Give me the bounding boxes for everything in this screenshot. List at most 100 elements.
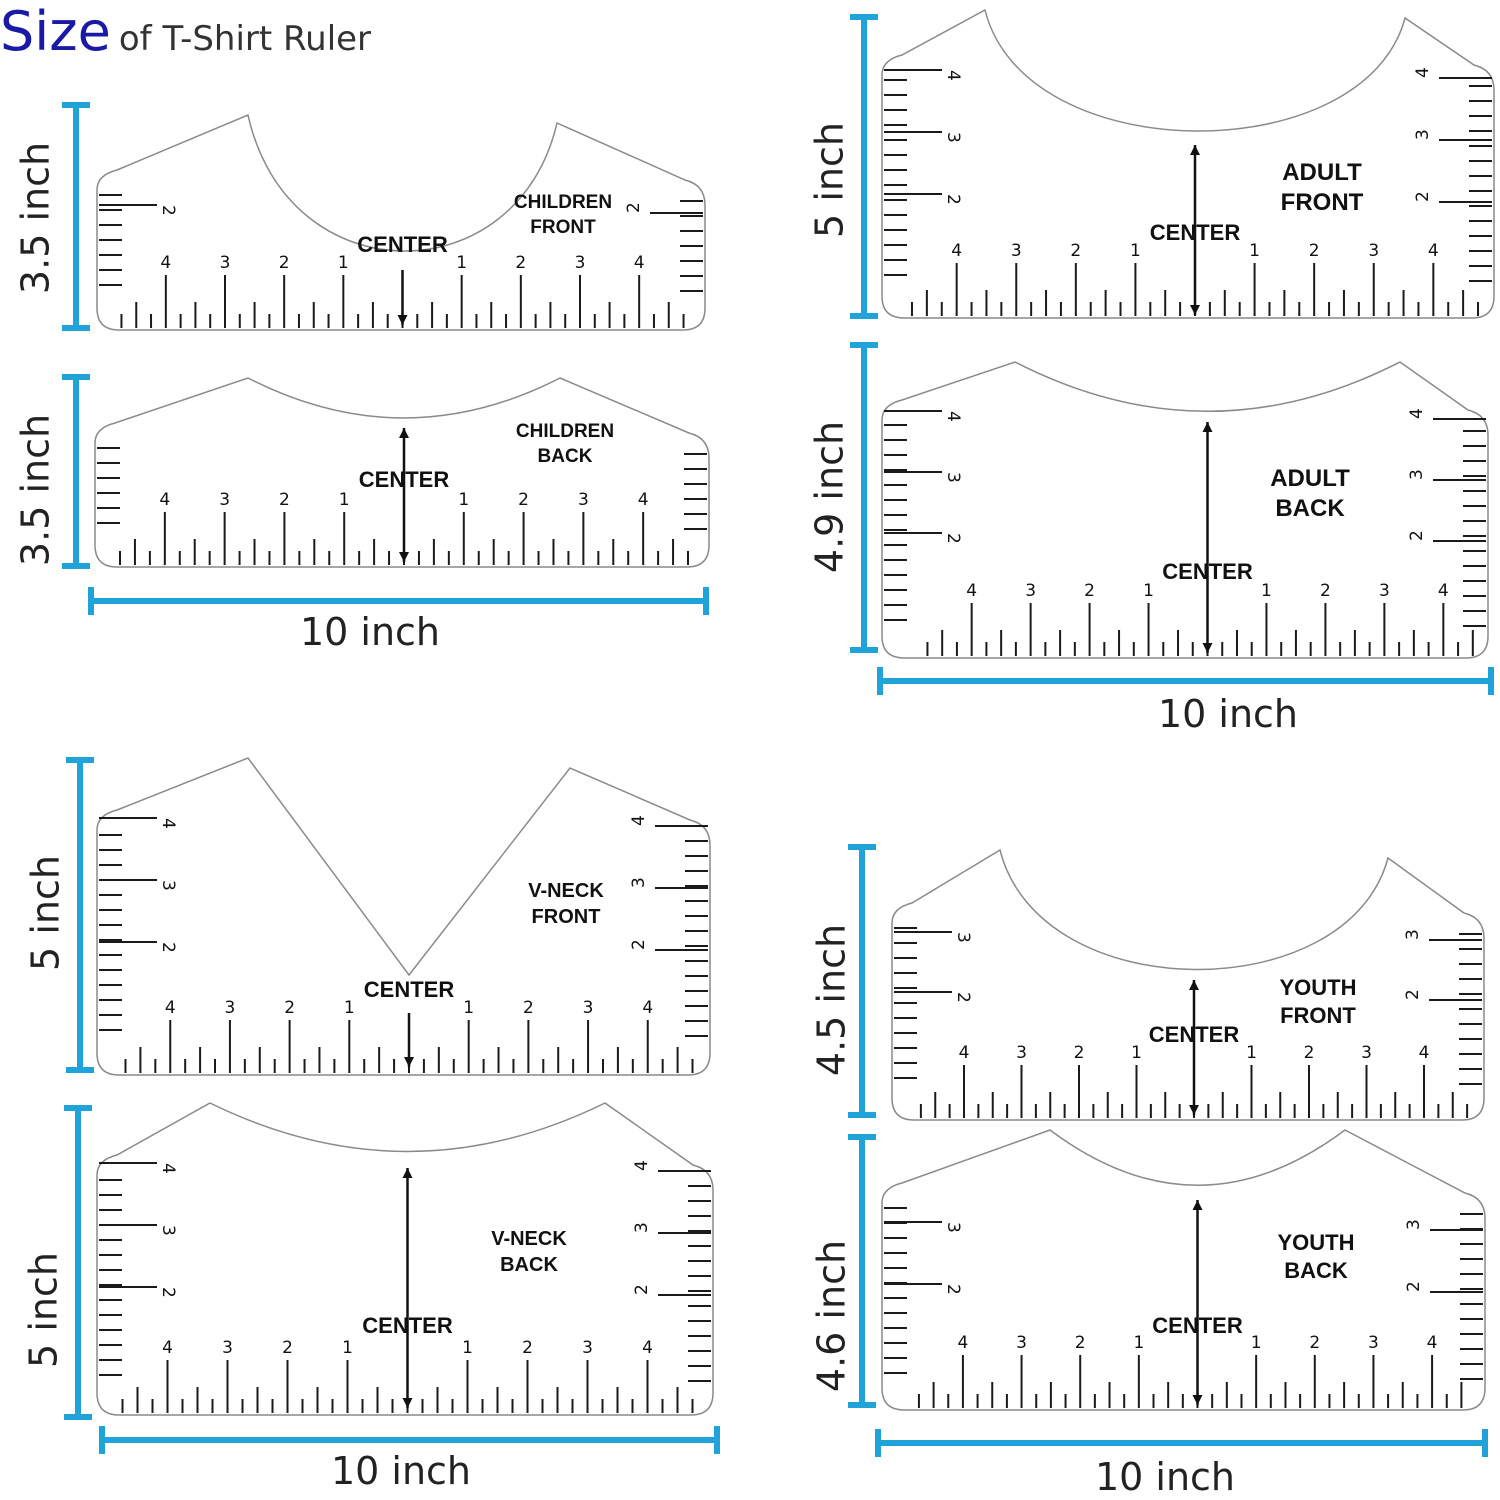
scale-number: 4 — [634, 253, 645, 273]
scale-number: 2 — [518, 490, 529, 510]
scale-number: 4 — [958, 1333, 969, 1353]
center-arrowhead — [1202, 422, 1213, 432]
side-number-left: 3 — [953, 932, 973, 943]
height-dimension: 5 inch — [808, 14, 878, 319]
scale-number: 2 — [1304, 1043, 1315, 1063]
side-number-left: 4 — [943, 411, 963, 422]
scale-number: 1 — [1251, 1333, 1262, 1353]
scale-number: 3 — [1368, 241, 1379, 261]
scale-number: 3 — [582, 1338, 593, 1358]
side-number-left: 3 — [158, 880, 178, 891]
side-number-left: 2 — [158, 1287, 178, 1298]
scale-number: 4 — [638, 490, 649, 510]
height-label: 5 inch — [24, 855, 68, 971]
side-number-left: 3 — [943, 132, 963, 143]
center-arrowhead — [1202, 643, 1213, 653]
side-number-right: 3 — [1404, 1219, 1424, 1230]
page-title: Size of T-Shirt Ruler — [0, 0, 371, 63]
height-label: 5 inch — [808, 122, 852, 238]
height-dimension: 4.5 inch — [810, 844, 876, 1118]
scale-number: 1 — [339, 490, 350, 510]
ruler-outline — [96, 1102, 714, 1416]
width-label: 10 inch — [1158, 692, 1298, 736]
scale-number: 4 — [1428, 241, 1439, 261]
side-number-left: 2 — [943, 1284, 963, 1295]
ruler-outline — [891, 848, 1485, 1121]
ruler-label: FRONT — [532, 906, 601, 928]
scale-number: 1 — [1261, 581, 1272, 601]
scale-number: 1 — [338, 253, 349, 273]
height-label: 4.5 inch — [810, 924, 854, 1076]
side-number-right: 2 — [629, 939, 649, 950]
scale-number: 4 — [1438, 581, 1449, 601]
scale-number: 3 — [583, 998, 594, 1018]
ruler-label: V-NECK — [528, 880, 604, 902]
center-arrowhead — [1189, 1105, 1199, 1115]
scale-number: 3 — [1025, 581, 1036, 601]
side-number-left: 4 — [943, 70, 963, 81]
ruler-label: CHILDREN — [516, 421, 614, 442]
side-number-right: 4 — [632, 1160, 652, 1171]
ruler-label: V-NECK — [491, 1228, 567, 1250]
ruler-label: ADULT — [1282, 159, 1362, 186]
side-number-right: 3 — [629, 877, 649, 888]
scale-number: 2 — [515, 253, 526, 273]
scale-number: 3 — [1368, 1333, 1379, 1353]
side-number-right: 4 — [629, 815, 649, 826]
center-arrowhead — [1192, 1395, 1203, 1405]
scale-number: 2 — [522, 1338, 533, 1358]
ruler-label: YOUTH — [1278, 1230, 1355, 1255]
height-dimension: 4.6 inch — [810, 1134, 876, 1408]
scale-number: 2 — [1070, 241, 1081, 261]
side-number-right: 3 — [1403, 929, 1423, 940]
scale-number: 2 — [279, 253, 290, 273]
height-label: 4.6 inch — [810, 1240, 854, 1392]
side-number-left: 4 — [158, 1163, 178, 1174]
height-label: 5 inch — [22, 1252, 66, 1368]
scale-number: 2 — [1075, 1333, 1086, 1353]
ruler-label: BACK — [1275, 495, 1345, 522]
center-label: CENTER — [364, 977, 455, 1002]
ruler-label: BACK — [538, 446, 593, 467]
scale-number: 1 — [1143, 581, 1154, 601]
scale-number: 2 — [1309, 1333, 1320, 1353]
side-number-right: 2 — [1403, 989, 1423, 1000]
ruler-children-front: 4 3 2 1 1 2 3 4 2 2 CHILDREN FRONT CENTER — [96, 113, 706, 331]
side-number-right: 3 — [632, 1222, 652, 1233]
ruler-label: BACK — [500, 1254, 558, 1276]
scale-number: 1 — [344, 998, 355, 1018]
scale-number: 2 — [1074, 1043, 1085, 1063]
scale-number: 3 — [222, 1338, 233, 1358]
scale-number: 1 — [458, 490, 469, 510]
scale-number: 3 — [1011, 241, 1022, 261]
ruler-label: CHILDREN — [514, 192, 612, 213]
center-arrowhead — [1190, 145, 1200, 155]
side-number-right: 4 — [1407, 408, 1427, 419]
height-label: 3.5 inch — [14, 142, 58, 294]
side-number-right: 2 — [632, 1284, 652, 1295]
center-arrowhead — [1190, 305, 1200, 315]
side-number-right: 2 — [1407, 530, 1427, 541]
scale-number: 1 — [1130, 241, 1141, 261]
scale-number: 3 — [220, 253, 231, 273]
scale-number: 1 — [1131, 1043, 1142, 1063]
scale-number: 4 — [642, 998, 653, 1018]
scale-number: 3 — [225, 998, 236, 1018]
center-label: CENTER — [357, 232, 448, 257]
center-arrowhead — [397, 315, 408, 325]
scale-number: 1 — [1133, 1333, 1144, 1353]
scale-number: 3 — [219, 490, 230, 510]
ruler-outline — [96, 757, 711, 1076]
title-emphasis: Size — [0, 0, 111, 63]
side-number-right: 2 — [624, 202, 644, 213]
scale-number: 4 — [1419, 1043, 1430, 1063]
scale-number: 1 — [463, 998, 474, 1018]
scale-number: 3 — [1379, 581, 1390, 601]
scale-number: 4 — [1427, 1333, 1438, 1353]
scale-number: 4 — [951, 241, 962, 261]
